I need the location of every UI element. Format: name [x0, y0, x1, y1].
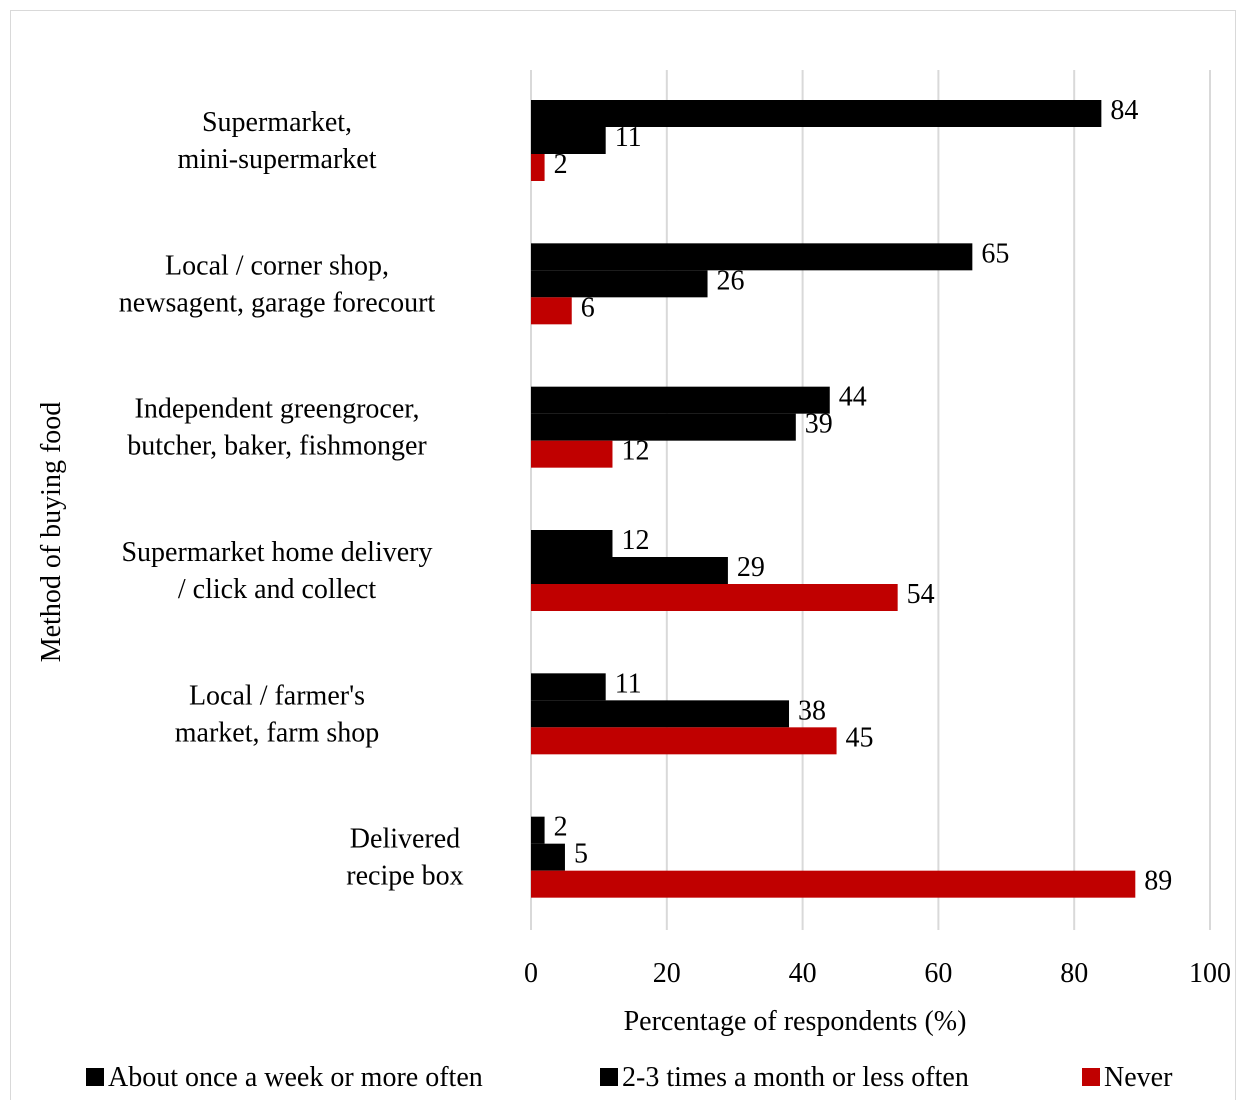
- bars: [531, 100, 1136, 898]
- category-label: Local / corner shop, newsagent, garage fo…: [119, 250, 436, 318]
- x-axis-title: Percentage of respondents (%): [624, 1006, 967, 1037]
- x-tick-label: 20: [653, 958, 681, 989]
- data-label: 11: [615, 668, 642, 699]
- bar: [531, 727, 837, 755]
- bar: [531, 530, 613, 557]
- legend-item: 2-3 times a month or less often: [600, 1062, 969, 1091]
- data-label: 38: [798, 695, 826, 726]
- bar: [531, 127, 606, 154]
- data-label: 26: [717, 265, 745, 296]
- category-label: Local / farmer's market, farm shop: [175, 680, 380, 748]
- bar: [531, 243, 973, 271]
- category-label: Delivered recipe box: [346, 824, 463, 892]
- bar: [531, 413, 796, 441]
- gridlines: [530, 70, 1211, 930]
- data-label: 11: [615, 122, 642, 153]
- legend-swatch: [86, 1068, 104, 1086]
- data-label: 2: [554, 149, 568, 180]
- legend-item: Never: [1082, 1062, 1173, 1091]
- x-tick-label: 100: [1189, 958, 1231, 989]
- data-label: 89: [1144, 866, 1172, 897]
- data-label: 45: [846, 722, 874, 753]
- bar: [531, 843, 565, 871]
- bar: [531, 386, 830, 414]
- bar: [531, 270, 708, 298]
- bar: [531, 816, 545, 844]
- bar: [531, 440, 613, 468]
- legend-item: About once a week or more often: [86, 1062, 483, 1091]
- data-label: 44: [839, 382, 867, 413]
- bar: [531, 584, 898, 611]
- category-label: Supermarket, mini-supermarket: [177, 107, 376, 175]
- bar: [531, 297, 572, 325]
- bar: [531, 154, 545, 181]
- data-label: 54: [907, 579, 935, 610]
- bar: [531, 100, 1102, 127]
- x-tick-label: 60: [924, 958, 952, 989]
- legend-label: About once a week or more often: [108, 1062, 483, 1091]
- bar: [531, 557, 728, 584]
- data-label: 5: [574, 839, 588, 870]
- legend-label: Never: [1104, 1062, 1173, 1091]
- data-label: 2: [554, 812, 568, 843]
- data-label: 29: [737, 552, 765, 583]
- x-tick-label: 40: [789, 958, 817, 989]
- data-label: 84: [1110, 95, 1138, 126]
- x-tick-label: 0: [524, 958, 538, 989]
- category-label: Independent greengrocer, butcher, baker, …: [127, 394, 427, 462]
- bar: [531, 700, 790, 728]
- y-axis-title: Method of buying food: [36, 402, 67, 663]
- chart-frame: [10, 10, 1236, 1100]
- bar: [531, 870, 1136, 898]
- legend-label: 2-3 times a month or less often: [622, 1062, 969, 1091]
- data-label: 65: [981, 238, 1009, 269]
- data-label: 39: [805, 409, 833, 440]
- data-label: 12: [621, 436, 649, 467]
- bar: [531, 673, 606, 701]
- legend-swatch: [1082, 1068, 1100, 1086]
- x-tick-labels: 0 20 40 60 80 100: [524, 958, 1231, 989]
- x-tick-label: 80: [1060, 958, 1088, 989]
- data-label: 12: [621, 525, 649, 556]
- category-label: Supermarket home delivery / click and col…: [121, 537, 432, 605]
- category-labels: Supermarket, mini-supermarket Local / corn…: [119, 107, 464, 892]
- data-label: 6: [581, 292, 595, 323]
- legend: About once a week or more often 2-3 times…: [86, 1062, 1173, 1091]
- legend-swatch: [600, 1068, 618, 1086]
